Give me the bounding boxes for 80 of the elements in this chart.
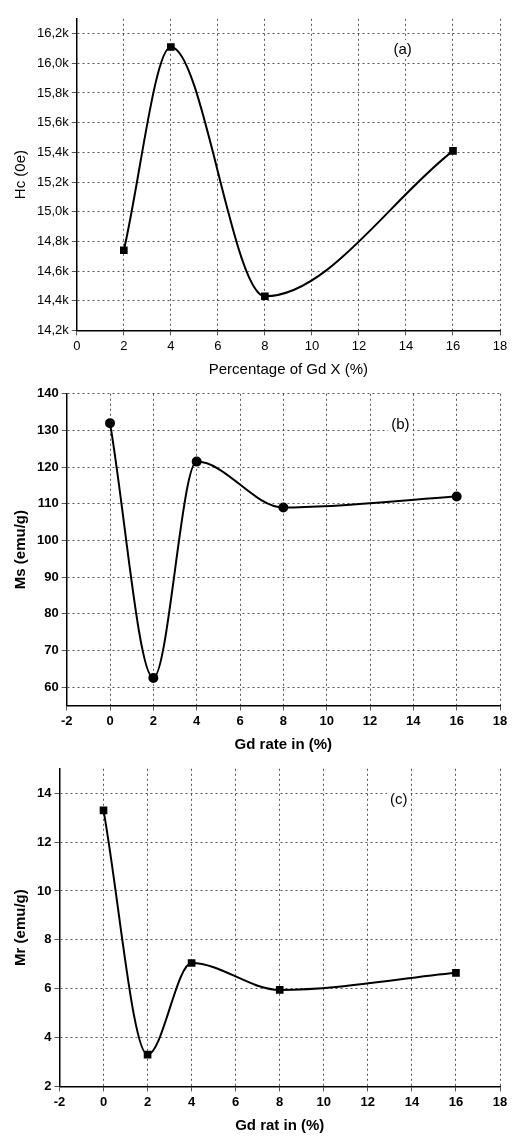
y-tick-label: 70 [44, 641, 59, 657]
x-tick-label: 16 [445, 337, 461, 353]
y-tick-label: 120 [36, 458, 59, 474]
y-tick-label: 2 [44, 1077, 52, 1093]
x-axis-title: Gd rat in (%) [235, 1116, 325, 1134]
x-tick-label: 10 [319, 712, 334, 728]
point [120, 246, 128, 255]
y-axis-title: Ms (emu/g) [11, 510, 29, 590]
y-axis-title: Hc (0e) [11, 150, 29, 200]
x-tick-label: 0 [73, 337, 81, 353]
annotation: (a) [393, 39, 412, 57]
y-tick-label: 90 [44, 568, 59, 584]
annotation: (b) [391, 414, 410, 432]
point [191, 456, 202, 467]
y-tick-label: 14,2k [36, 321, 70, 337]
x-tick-label: 14 [404, 1093, 420, 1109]
y-tick-label: 80 [44, 605, 59, 621]
y-tick-label: 4 [44, 1029, 53, 1045]
x-tick-label: 18 [492, 1093, 508, 1109]
y-tick-label: 10 [36, 882, 52, 898]
y-tick-label: 16,0k [36, 54, 70, 70]
x-tick-label: 6 [232, 1093, 240, 1109]
y-tick-label: 14,6k [36, 262, 70, 278]
x-tick-label: 4 [193, 712, 202, 728]
y-tick-label: 15,4k [36, 143, 70, 159]
x-tick-label: 18 [492, 712, 508, 728]
y-tick-label: 12 [36, 833, 52, 849]
x-tick-label: 2 [120, 337, 128, 353]
y-tick-label: 110 [37, 495, 59, 511]
y-tick-label: 15,2k [36, 173, 70, 189]
point [148, 672, 159, 683]
x-tick-label: 10 [316, 1093, 332, 1109]
x-tick-label: 8 [279, 712, 287, 728]
x-tick-label: 4 [167, 337, 175, 353]
y-tick-label: 100 [36, 532, 59, 548]
point [452, 968, 460, 977]
annotation: (c) [389, 789, 408, 807]
y-tick-label: 6 [44, 980, 52, 996]
x-tick-label: 0 [99, 1093, 108, 1109]
y-tick-label: 14,4k [36, 292, 70, 308]
y-tick-label: 16,2k [36, 25, 70, 41]
point [278, 502, 289, 513]
y-tick-label: 14,8k [36, 232, 70, 248]
x-tick-label: 6 [214, 337, 222, 353]
point [187, 959, 196, 967]
x-tick-label: 14 [406, 712, 422, 728]
x-tick-label: 10 [304, 337, 320, 353]
y-tick-label: 14 [36, 784, 53, 800]
y-tick-label: 15,6k [36, 114, 70, 130]
x-axis-title: Percentage of Gd X (%) [208, 360, 369, 378]
x-tick-label: 16 [448, 1093, 464, 1109]
x-tick-label: 4 [188, 1093, 196, 1109]
point [449, 147, 457, 155]
x-tick-label: 8 [276, 1093, 284, 1109]
x-tick-label: 14 [398, 337, 414, 353]
y-axis-title: Mr (emu/g) [11, 889, 29, 966]
point [167, 43, 175, 51]
x-tick-label: 12 [351, 337, 367, 353]
x-tick-label: 16 [449, 712, 464, 728]
y-tick-label: 60 [44, 678, 59, 694]
x-tick-label: 8 [261, 337, 269, 353]
y-tick-label: 15,8k [36, 84, 70, 100]
point [105, 418, 116, 429]
x-tick-label: 12 [362, 712, 378, 728]
x-axis-title: Gd rate in (%) [234, 735, 333, 753]
point [451, 491, 462, 502]
y-tick-label: 140 [36, 385, 59, 401]
y-tick-label: 8 [44, 931, 52, 947]
x-tick-label: 2 [143, 1093, 152, 1109]
x-tick-label: 18 [492, 337, 508, 353]
x-tick-label: 6 [236, 712, 244, 728]
x-tick-label: -2 [53, 1093, 66, 1109]
y-tick-label: 15,0k [36, 203, 70, 219]
x-tick-label: -2 [60, 712, 73, 728]
point [275, 986, 284, 994]
point [261, 292, 269, 301]
x-tick-label: 12 [360, 1093, 376, 1109]
y-tick-label: 130 [36, 422, 59, 438]
x-tick-label: 0 [106, 712, 114, 728]
x-tick-label: 2 [149, 712, 157, 728]
